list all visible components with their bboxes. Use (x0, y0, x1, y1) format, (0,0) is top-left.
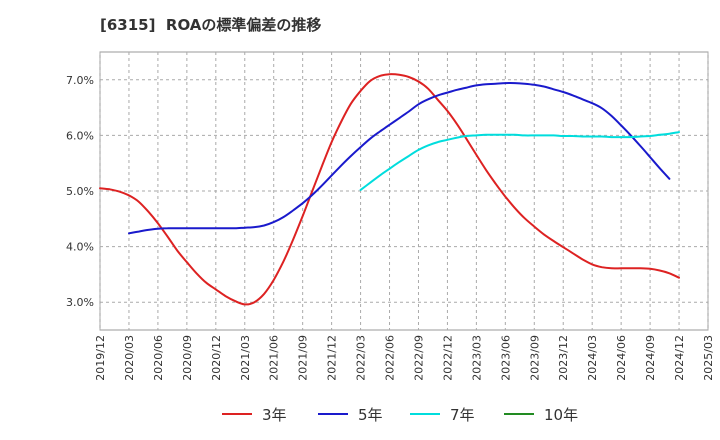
x-tick-label: 2023/09 (528, 335, 541, 381)
x-tick-label: 2022/09 (412, 335, 425, 381)
legend-swatch-3y (222, 413, 252, 415)
legend-item-10y: 10年 (504, 402, 578, 426)
grid-lines (99, 52, 709, 330)
y-tick-label: 6.0% (66, 129, 94, 142)
legend-item-5y: 5年 (318, 402, 383, 426)
legend-label-10y: 10年 (544, 405, 579, 424)
x-axis: 2019/12 2020/03 2020/06 2020/09 2020/12 2021/… (94, 335, 715, 381)
series-line-2 (359, 131, 680, 191)
x-tick-label: 2024/06 (615, 335, 628, 381)
legend-label-5y: 5年 (358, 405, 383, 424)
series-lines (99, 73, 680, 306)
x-tick-label: 2025/03 (702, 335, 715, 381)
legend-label-3y: 3年 (262, 405, 287, 424)
series-line-0 (99, 73, 680, 306)
x-tick-label: 2020/09 (181, 335, 194, 381)
legend-label-7y: 7年 (450, 405, 475, 424)
legend-item-7y: 7年 (410, 402, 475, 426)
x-tick-label: 2020/03 (123, 335, 136, 381)
x-tick-label: 2023/12 (557, 335, 570, 381)
x-tick-label: 2022/06 (384, 335, 397, 381)
legend-swatch-7y (410, 413, 440, 415)
y-tick-label: 4.0% (66, 241, 94, 254)
x-tick-label: 2024/09 (644, 335, 657, 381)
x-tick-label: 2022/12 (441, 335, 454, 381)
x-tick-label: 2021/06 (268, 335, 281, 381)
chart-title: [6315] ROAの標準偏差の推移 (100, 16, 322, 34)
x-tick-label: 2021/09 (297, 335, 310, 381)
y-axis: 3.0% 4.0% 5.0% 6.0% 7.0% (66, 74, 94, 309)
x-tick-label: 2022/03 (355, 335, 368, 381)
x-tick-label: 2021/03 (239, 335, 252, 381)
y-tick-label: 7.0% (66, 74, 94, 87)
legend-swatch-10y (504, 413, 534, 415)
y-tick-label: 5.0% (66, 185, 94, 198)
legend-item-3y: 3年 (222, 402, 287, 426)
y-tick-label: 3.0% (66, 296, 94, 309)
x-tick-label: 2019/12 (94, 335, 107, 381)
x-tick-label: 2020/12 (210, 335, 223, 381)
x-tick-label: 2023/03 (470, 335, 483, 381)
x-tick-label: 2024/03 (586, 335, 599, 381)
legend: 3年 5年 7年 10年 (0, 402, 720, 426)
x-tick-label: 2024/12 (673, 335, 686, 381)
series-line-1 (128, 82, 671, 235)
x-tick-label: 2020/06 (152, 335, 165, 381)
x-tick-label: 2023/06 (499, 335, 512, 381)
x-tick-label: 2021/12 (326, 335, 339, 381)
legend-swatch-5y (318, 413, 348, 415)
